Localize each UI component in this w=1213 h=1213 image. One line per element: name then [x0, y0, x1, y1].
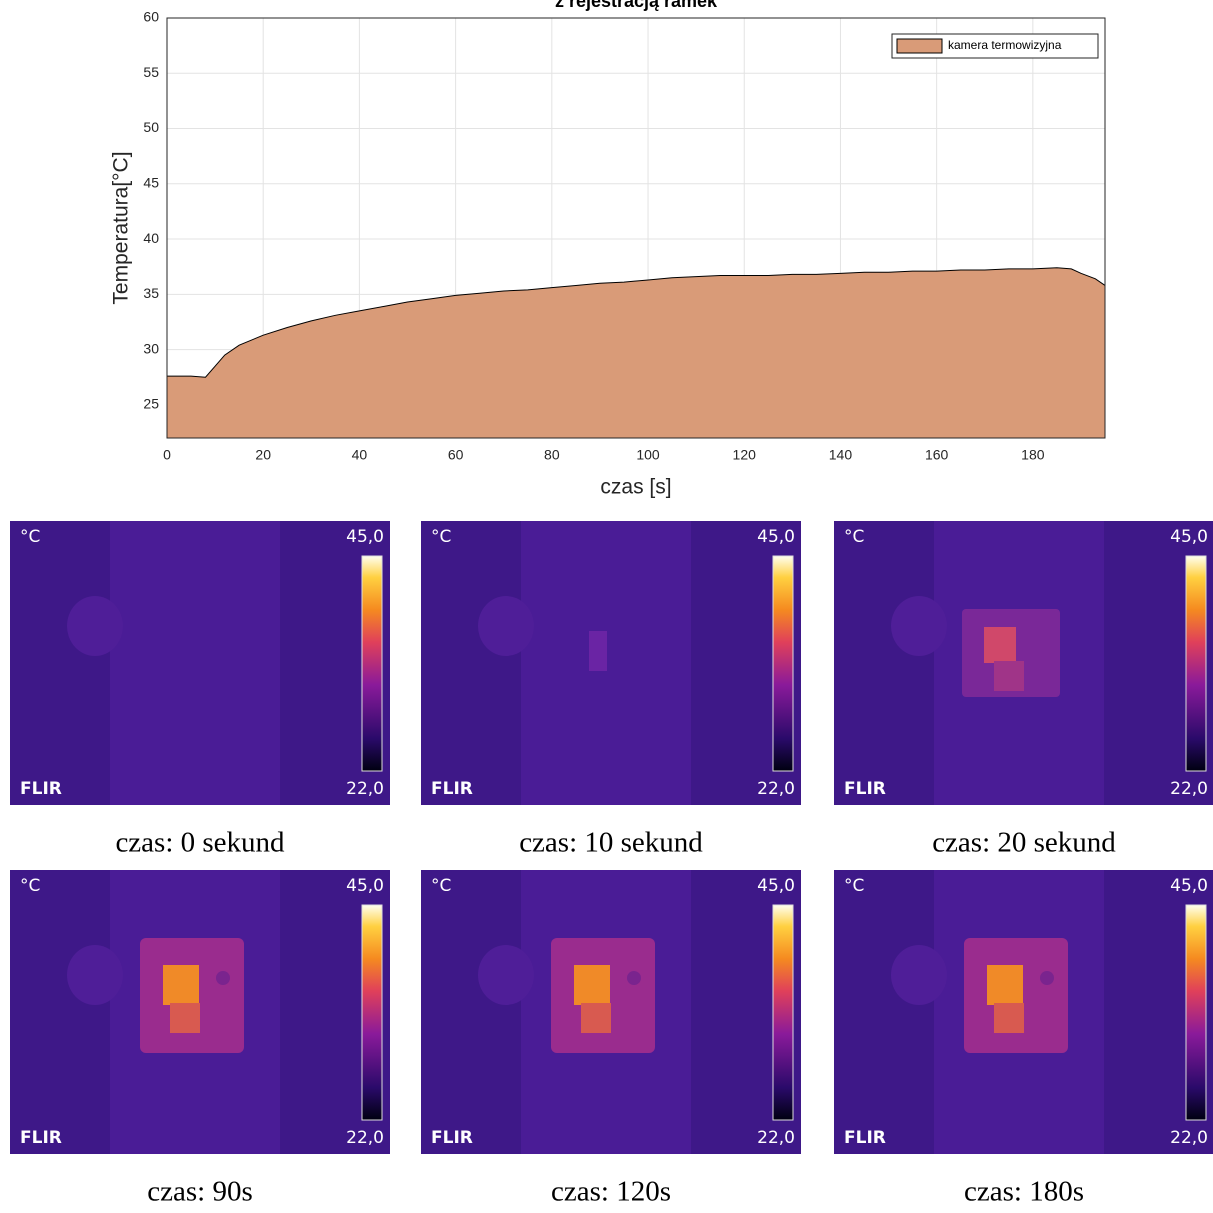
- hot-spot: [574, 965, 610, 1005]
- legend-label: kamera termowizyjna: [948, 38, 1062, 52]
- hole: [1040, 971, 1054, 985]
- min-label: 22,0: [346, 1128, 384, 1148]
- unit-label: °C: [844, 527, 864, 547]
- area: [167, 267, 1105, 438]
- caption: czas: 20 sekund: [932, 827, 1116, 859]
- hot-spot: [987, 965, 1023, 1005]
- hot-spot: [581, 1003, 611, 1033]
- min-label: 22,0: [1170, 1128, 1208, 1148]
- thermal-image: °C 45,0 22,0 FLIR: [834, 870, 1213, 1154]
- max-label: 45,0: [757, 876, 795, 896]
- hot-spot: [984, 627, 1016, 663]
- max-label: 45,0: [1170, 527, 1208, 547]
- max-label: 45,0: [757, 527, 795, 547]
- caption: czas: 90s: [147, 1176, 253, 1208]
- unit-label: °C: [20, 876, 40, 896]
- logo: FLIR: [20, 779, 62, 799]
- min-label: 22,0: [346, 779, 384, 799]
- unit-label: °C: [20, 527, 40, 547]
- hot-spot: [994, 1003, 1024, 1033]
- thermal-column: [110, 521, 280, 805]
- color-bar: [772, 555, 794, 772]
- plot-frame: [166, 17, 1106, 439]
- thermal-image: °C 45,0 22,0 FLIR: [10, 521, 390, 805]
- y-tick-label: 50: [143, 119, 159, 135]
- logo: FLIR: [431, 779, 473, 799]
- x-tick-label: 160: [925, 447, 949, 463]
- min-label: 22,0: [757, 779, 795, 799]
- x-tick-label: 100: [636, 447, 660, 463]
- color-bar: [361, 555, 383, 772]
- thermal-blob: [67, 596, 123, 656]
- x-tick-label: 0: [163, 447, 171, 463]
- caption: czas: 10 sekund: [519, 827, 703, 859]
- hole: [627, 971, 641, 985]
- caption: czas: 180s: [964, 1176, 1084, 1208]
- thermal-image: °C 45,0 22,0 FLIR: [10, 870, 390, 1154]
- y-tick-label: 55: [143, 64, 159, 80]
- x-axis-label: czas [s]: [600, 476, 671, 499]
- thermal-blob: [891, 596, 947, 656]
- hot-spot: [163, 965, 199, 1005]
- color-bar: [1185, 904, 1207, 1121]
- min-label: 22,0: [757, 1128, 795, 1148]
- hot-spot: [170, 1003, 200, 1033]
- unit-label: °C: [431, 876, 451, 896]
- thermal-image: °C 45,0 22,0 FLIR: [421, 870, 801, 1154]
- y-tick-label: 60: [143, 9, 159, 25]
- y-tick-label: 40: [143, 230, 159, 246]
- thermal-blob: [478, 596, 534, 656]
- thermal-blob: [891, 945, 947, 1005]
- thermal-blob: [67, 945, 123, 1005]
- logo: FLIR: [844, 779, 886, 799]
- logo: FLIR: [844, 1128, 886, 1148]
- logo: FLIR: [20, 1128, 62, 1148]
- x-tick-label: 40: [352, 447, 368, 463]
- caption: czas: 0 sekund: [115, 827, 285, 859]
- legend-swatch: [896, 38, 943, 54]
- x-tick-label: 120: [733, 447, 757, 463]
- thermal-blob: [478, 945, 534, 1005]
- y-tick-label: 35: [143, 285, 159, 301]
- x-tick-label: 140: [829, 447, 853, 463]
- logo: FLIR: [431, 1128, 473, 1148]
- y-tick-label: 25: [143, 396, 159, 412]
- area-outline: [167, 267, 1106, 378]
- color-bar: [361, 904, 383, 1121]
- hot-spot: [994, 661, 1024, 691]
- thermal-image: °C 45,0 22,0 FLIR: [834, 521, 1213, 805]
- hole: [216, 971, 230, 985]
- chart-title: z rejestracją ramek: [555, 0, 718, 11]
- x-tick-label: 60: [448, 447, 464, 463]
- max-label: 45,0: [346, 527, 384, 547]
- caption: czas: 120s: [551, 1176, 671, 1208]
- y-tick-label: 30: [143, 340, 159, 356]
- x-tick-label: 180: [1021, 447, 1045, 463]
- color-bar: [1185, 555, 1207, 772]
- unit-label: °C: [431, 527, 451, 547]
- x-tick-label: 80: [544, 447, 560, 463]
- color-bar: [772, 904, 794, 1121]
- min-label: 22,0: [1170, 779, 1208, 799]
- x-tick-label: 20: [255, 447, 271, 463]
- hot-spot: [589, 631, 607, 671]
- unit-label: °C: [844, 876, 864, 896]
- y-axis-label: Temperatura[°C]: [110, 151, 133, 304]
- y-tick-label: 45: [143, 174, 159, 190]
- thermal-image: °C 45,0 22,0 FLIR: [421, 521, 801, 805]
- max-label: 45,0: [346, 876, 384, 896]
- max-label: 45,0: [1170, 876, 1208, 896]
